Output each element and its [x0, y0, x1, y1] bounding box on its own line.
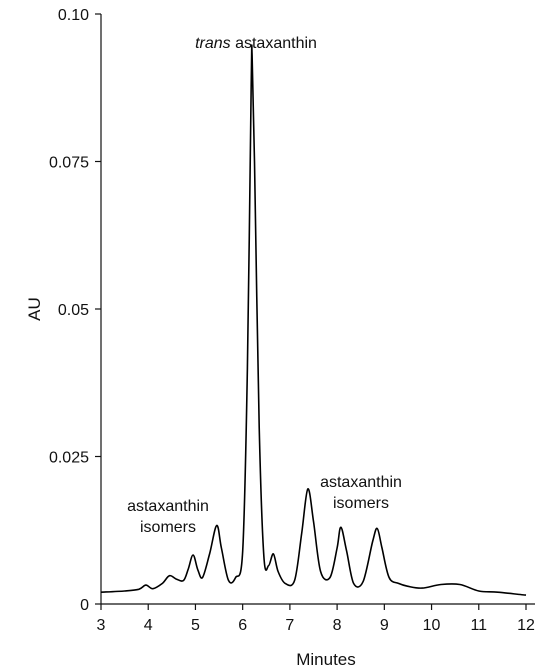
x-axis-title: Minutes — [296, 650, 356, 669]
annotation-trans-astaxanthin: trans astaxanthin — [195, 35, 317, 52]
chromatogram-trace — [100, 44, 527, 596]
x-tick-label: 12 — [517, 617, 535, 634]
x-tick-label: 4 — [144, 617, 153, 634]
annotation-left-isomers-line2: isomers — [140, 519, 196, 536]
y-tick-label: 0.075 — [49, 155, 89, 172]
x-tick-label: 6 — [238, 617, 247, 634]
annotation-right-isomers-line2: isomers — [333, 495, 389, 512]
y-tick-label: 0.10 — [58, 7, 89, 24]
x-tick-label: 10 — [423, 617, 441, 634]
annotation-trans-rest: astaxanthin — [231, 35, 317, 52]
x-tick-label: 3 — [97, 617, 106, 634]
x-tick-label: 11 — [470, 617, 487, 634]
x-tick-label: 9 — [380, 617, 389, 634]
y-tick-label: 0 — [80, 597, 89, 614]
y-tick-label: 0.025 — [49, 450, 89, 467]
x-tick-label: 8 — [333, 617, 342, 634]
x-tick-label: 7 — [285, 617, 294, 634]
y-axis-ticks: 0 0.025 0.05 0.075 0.10 — [49, 7, 101, 614]
annotation-right-isomers-line1: astaxanthin — [320, 474, 402, 491]
y-axis-title: AU — [25, 297, 44, 321]
y-tick-label: 0.05 — [58, 302, 89, 319]
annotation-left-isomers-line1: astaxanthin — [127, 498, 209, 515]
annotation-trans-italic: trans — [195, 35, 231, 52]
x-axis-ticks: 3 4 5 6 7 8 9 10 11 12 — [97, 604, 535, 634]
x-tick-label: 5 — [191, 617, 200, 634]
